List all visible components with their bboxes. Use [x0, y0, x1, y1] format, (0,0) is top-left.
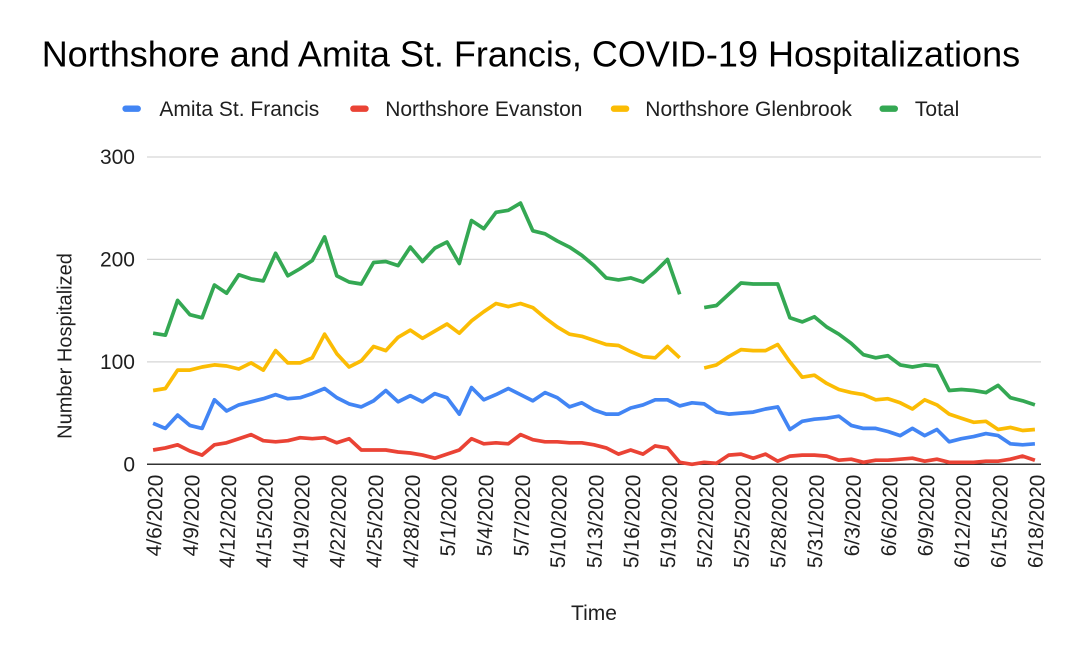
svg-text:100: 100	[100, 351, 135, 374]
svg-text:Total: Total	[915, 98, 959, 121]
svg-text:Northshore and Amita St. Franc: Northshore and Amita St. Francis, COVID-…	[42, 34, 1020, 75]
svg-text:4/28/2020: 4/28/2020	[400, 474, 425, 568]
svg-text:5/31/2020: 5/31/2020	[804, 474, 829, 568]
svg-text:5/7/2020: 5/7/2020	[510, 474, 535, 556]
svg-text:5/28/2020: 5/28/2020	[767, 474, 792, 568]
svg-text:5/4/2020: 5/4/2020	[474, 474, 499, 556]
svg-text:5/25/2020: 5/25/2020	[730, 474, 755, 568]
svg-text:4/12/2020: 4/12/2020	[216, 474, 241, 568]
svg-text:Number Hospitalized: Number Hospitalized	[55, 253, 77, 439]
svg-text:4/15/2020: 4/15/2020	[253, 474, 278, 568]
svg-text:6/12/2020: 6/12/2020	[951, 474, 976, 568]
svg-text:Northshore Glenbrook: Northshore Glenbrook	[645, 98, 852, 121]
svg-text:5/16/2020: 5/16/2020	[620, 474, 645, 568]
svg-text:5/19/2020: 5/19/2020	[657, 474, 682, 568]
svg-text:Time: Time	[571, 602, 617, 625]
svg-text:Northshore Evanston: Northshore Evanston	[385, 98, 582, 121]
svg-text:0: 0	[123, 454, 135, 477]
svg-text:6/3/2020: 6/3/2020	[841, 474, 866, 556]
svg-text:5/13/2020: 5/13/2020	[583, 474, 608, 568]
svg-text:4/22/2020: 4/22/2020	[326, 474, 351, 568]
svg-text:6/9/2020: 6/9/2020	[914, 474, 939, 556]
svg-text:4/25/2020: 4/25/2020	[363, 474, 388, 568]
svg-text:4/19/2020: 4/19/2020	[290, 474, 315, 568]
svg-text:5/1/2020: 5/1/2020	[437, 474, 462, 556]
svg-text:6/6/2020: 6/6/2020	[878, 474, 903, 556]
svg-text:300: 300	[100, 146, 135, 169]
svg-text:5/22/2020: 5/22/2020	[694, 474, 719, 568]
svg-text:6/15/2020: 6/15/2020	[988, 474, 1013, 568]
svg-text:Amita St. Francis: Amita St. Francis	[159, 98, 319, 121]
svg-text:4/6/2020: 4/6/2020	[143, 474, 168, 556]
svg-text:5/10/2020: 5/10/2020	[547, 474, 572, 568]
svg-text:4/9/2020: 4/9/2020	[180, 474, 205, 556]
svg-text:6/18/2020: 6/18/2020	[1024, 474, 1049, 568]
svg-text:200: 200	[100, 249, 135, 272]
